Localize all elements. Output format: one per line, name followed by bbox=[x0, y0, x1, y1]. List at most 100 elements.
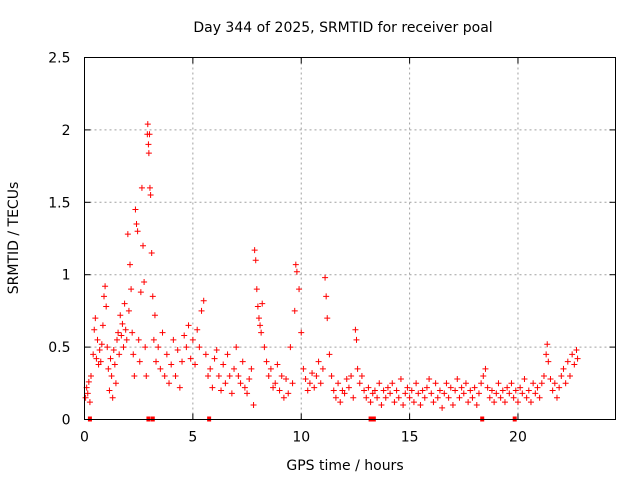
data-point bbox=[296, 286, 303, 293]
data-point bbox=[352, 326, 359, 333]
data-point bbox=[287, 344, 294, 351]
data-point bbox=[365, 384, 372, 391]
data-point bbox=[530, 380, 537, 387]
data-point bbox=[480, 373, 487, 380]
data-point bbox=[335, 380, 342, 387]
data-point bbox=[353, 336, 360, 343]
data-point bbox=[198, 307, 205, 314]
data-point bbox=[86, 399, 93, 406]
data-point bbox=[205, 373, 212, 380]
data-point bbox=[108, 373, 115, 380]
data-point bbox=[176, 384, 183, 391]
data-point bbox=[147, 192, 154, 199]
data-point bbox=[251, 247, 258, 254]
data-point bbox=[504, 384, 511, 391]
data-point bbox=[556, 384, 563, 391]
data-point bbox=[241, 384, 248, 391]
data-point bbox=[384, 384, 391, 391]
data-point bbox=[253, 286, 260, 293]
data-point bbox=[506, 390, 513, 397]
data-point bbox=[98, 341, 105, 348]
data-point bbox=[317, 380, 324, 387]
data-point bbox=[358, 373, 365, 380]
data-point bbox=[471, 384, 478, 391]
data-point bbox=[519, 390, 526, 397]
data-point bbox=[105, 365, 112, 372]
data-point bbox=[231, 365, 238, 372]
data-point bbox=[436, 387, 443, 394]
data-point bbox=[272, 380, 279, 387]
data-point bbox=[432, 380, 439, 387]
data-point bbox=[125, 307, 132, 314]
data-point bbox=[88, 373, 95, 380]
data-point bbox=[324, 315, 331, 322]
data-point bbox=[179, 358, 186, 365]
data-point bbox=[413, 380, 420, 387]
data-point bbox=[328, 373, 335, 380]
data-point bbox=[141, 278, 148, 285]
data-point bbox=[181, 332, 188, 339]
data-point bbox=[387, 390, 394, 397]
data-point bbox=[441, 390, 448, 397]
data-point bbox=[137, 289, 144, 296]
data-point bbox=[389, 380, 396, 387]
y-tick-label: 1 bbox=[62, 268, 71, 284]
data-point bbox=[120, 344, 127, 351]
data-point bbox=[345, 384, 352, 391]
data-point bbox=[85, 378, 92, 385]
data-point bbox=[356, 380, 363, 387]
data-point bbox=[187, 355, 194, 362]
data-point bbox=[218, 387, 225, 394]
data-point bbox=[124, 231, 131, 238]
data-point bbox=[415, 390, 422, 397]
data-point bbox=[467, 387, 474, 394]
data-point bbox=[363, 394, 370, 401]
data-point bbox=[525, 387, 532, 394]
data-point bbox=[145, 150, 152, 157]
data-point bbox=[192, 361, 199, 368]
data-point bbox=[410, 399, 417, 406]
data-point bbox=[445, 394, 452, 401]
data-point bbox=[547, 375, 554, 382]
data-point bbox=[540, 373, 547, 380]
data-point bbox=[211, 355, 218, 362]
data-point bbox=[491, 399, 498, 406]
data-point bbox=[458, 384, 465, 391]
data-point bbox=[91, 326, 98, 333]
data-point bbox=[97, 358, 104, 365]
data-point bbox=[166, 380, 173, 387]
data-point bbox=[235, 373, 242, 380]
data-point bbox=[129, 329, 136, 336]
data-point bbox=[543, 351, 550, 358]
data-point bbox=[302, 375, 309, 382]
data-point bbox=[280, 394, 287, 401]
data-point bbox=[460, 390, 467, 397]
data-point bbox=[92, 315, 99, 322]
data-point bbox=[115, 329, 122, 336]
data-point bbox=[246, 375, 253, 382]
data-point bbox=[551, 380, 558, 387]
data-point bbox=[127, 261, 134, 268]
data-point bbox=[99, 322, 106, 329]
data-point bbox=[239, 358, 246, 365]
data-point bbox=[558, 373, 565, 380]
data-point bbox=[326, 351, 333, 358]
data-point bbox=[532, 390, 539, 397]
data-point bbox=[380, 387, 387, 394]
x-tick-label: 10 bbox=[292, 430, 310, 446]
data-point bbox=[84, 390, 91, 397]
data-point bbox=[469, 394, 476, 401]
data-point bbox=[348, 373, 355, 380]
data-point bbox=[564, 358, 571, 365]
data-point bbox=[538, 380, 545, 387]
data-point bbox=[222, 380, 229, 387]
data-point bbox=[111, 361, 118, 368]
data-point bbox=[228, 390, 235, 397]
data-point bbox=[292, 261, 299, 268]
data-point bbox=[361, 387, 368, 394]
data-point bbox=[244, 390, 251, 397]
plot-frame bbox=[84, 57, 616, 420]
data-point bbox=[443, 380, 450, 387]
data-point bbox=[138, 184, 145, 191]
